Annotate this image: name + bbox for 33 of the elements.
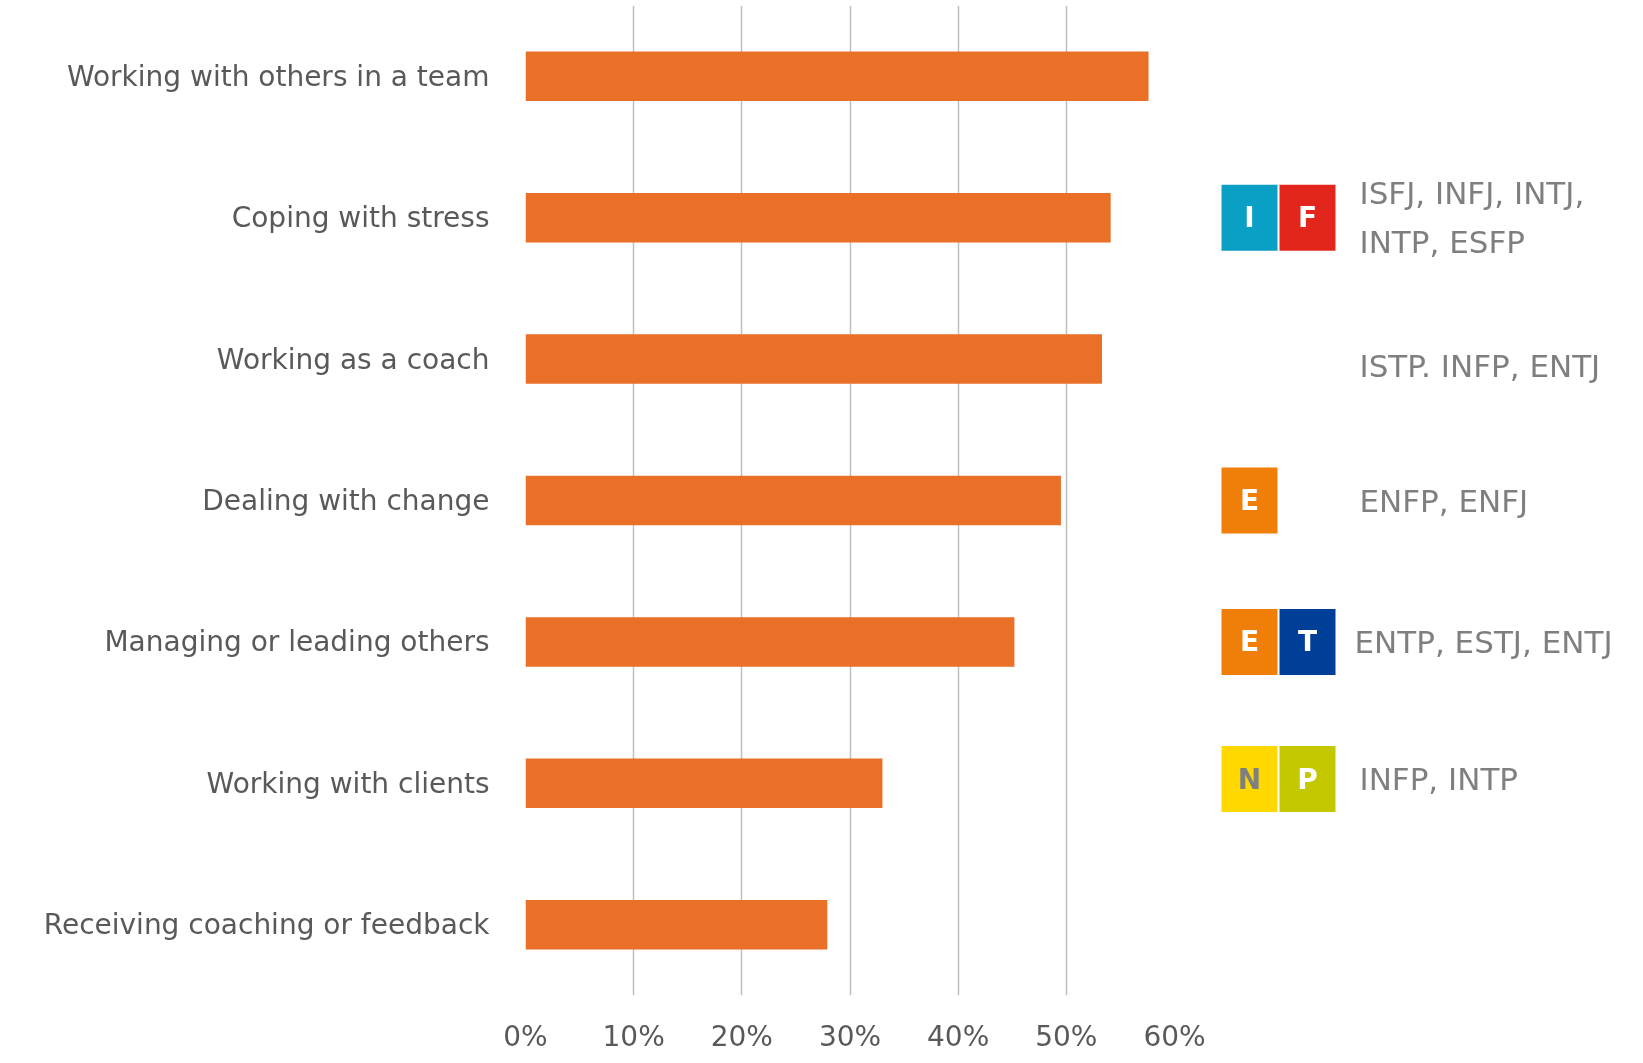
y-tick-label: Working as a coach xyxy=(216,342,490,376)
y-tick-label: Receiving coaching or feedback xyxy=(43,908,491,942)
x-tick-label: 0% xyxy=(503,1019,548,1053)
text: P xyxy=(1297,762,1318,796)
x-tick-label: 10% xyxy=(602,1019,665,1053)
text: E xyxy=(1239,625,1260,659)
text: I xyxy=(1244,201,1255,235)
x-tick-label: 40% xyxy=(927,1019,990,1053)
text: ISTP. INFP, ENTJ xyxy=(1359,348,1601,385)
text: N xyxy=(1237,762,1262,796)
x-tick-label: 50% xyxy=(1035,1019,1098,1053)
x-tick-label: 60% xyxy=(1143,1019,1206,1053)
y-tick-label: Working with others in a team xyxy=(66,59,490,93)
text: ENFP, ENFJ xyxy=(1359,482,1529,519)
y-tick-label: Coping with stress xyxy=(231,201,490,235)
text: INFP, INTP xyxy=(1359,761,1519,798)
bar xyxy=(525,475,1061,526)
bar xyxy=(525,334,1103,384)
text: E xyxy=(1239,484,1260,517)
y-tick-label: Dealing with change xyxy=(202,484,490,517)
x-tick-label: 30% xyxy=(818,1019,882,1053)
text: ISFJ, INFJ, INTJ, INTP, ESFP xyxy=(1359,175,1585,260)
text: ENTP, ESTJ, ENTJ xyxy=(1354,623,1613,660)
text: T xyxy=(1297,625,1318,659)
bar xyxy=(525,758,883,809)
bar xyxy=(525,192,1111,243)
text: F xyxy=(1297,201,1318,235)
x-tick-label: 20% xyxy=(710,1019,773,1053)
y-tick-label: Managing or leading others xyxy=(104,625,490,659)
bar xyxy=(525,51,1149,101)
bar xyxy=(525,617,1015,667)
y-tick-label: Working with clients xyxy=(206,766,490,800)
bar xyxy=(525,900,828,950)
